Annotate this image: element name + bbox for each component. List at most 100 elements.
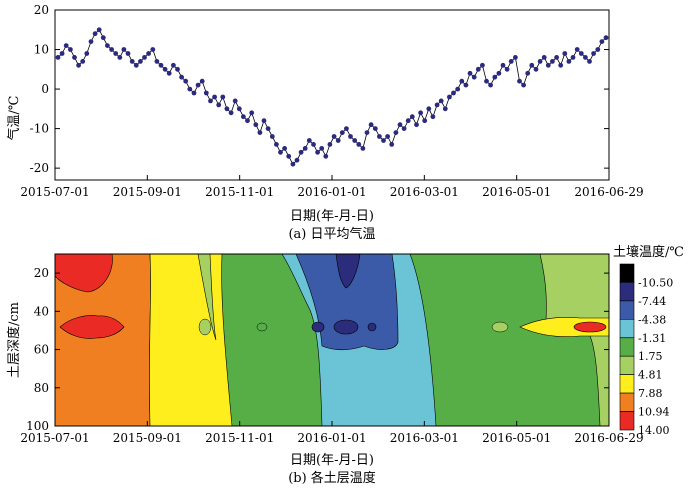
- data-point: [381, 138, 386, 143]
- data-point: [459, 78, 465, 84]
- data-point: [364, 130, 370, 136]
- y-axis-label-b: 土层深度/cm: [6, 302, 22, 378]
- data-point: [488, 82, 493, 88]
- data-point: [150, 47, 156, 52]
- colorbar-swatch: [619, 282, 635, 302]
- y-axis-label-a: 气温/℃: [6, 96, 22, 141]
- data-point: [162, 66, 168, 72]
- data-point: [480, 62, 485, 68]
- data-point: [245, 118, 250, 124]
- data-point: [368, 122, 374, 128]
- data-point: [315, 149, 320, 155]
- data-point: [587, 59, 592, 64]
- data-point: [319, 146, 325, 151]
- colorbar-swatch: [619, 355, 635, 375]
- data-point: [311, 142, 316, 147]
- y-tick-label: 10: [34, 43, 49, 57]
- data-point: [377, 134, 382, 139]
- data-point: [574, 47, 580, 52]
- colorbar-swatch: [619, 318, 635, 338]
- data-point: [59, 51, 65, 56]
- caption-a: (a) 日平均气温: [288, 226, 375, 242]
- data-point: [212, 94, 218, 100]
- contour-band: [367, 322, 377, 332]
- colorbar-label: 1.75: [638, 350, 663, 363]
- x-axis-ticks-a: 2015-07-01 2015-09-01 2015-11-01 2016-01-01…: [20, 175, 644, 199]
- data-point: [372, 126, 378, 131]
- colorbar-label: -4.38: [638, 313, 666, 326]
- data-point: [146, 51, 152, 56]
- colorbar-title: 土壤温度/℃: [613, 244, 684, 260]
- contour-band: [198, 318, 212, 336]
- data-point: [591, 51, 596, 56]
- y-tick-label: 20: [34, 266, 49, 280]
- data-point: [405, 118, 411, 124]
- data-point: [348, 134, 353, 139]
- data-point: [125, 51, 131, 56]
- colorbar-labels: -10.50 -7.44 -4.38 -1.31 1.75 4.81 7.88 10.94 14…: [638, 276, 673, 437]
- data-point: [84, 51, 90, 56]
- data-point: [187, 86, 193, 92]
- x-tick-label: 2016-01-01: [297, 431, 366, 445]
- y-tick-label: 40: [34, 304, 49, 318]
- x-tick-label: 2015-09-01: [113, 431, 182, 445]
- data-point: [269, 134, 275, 139]
- x-tick-label: 2016-05-01: [482, 431, 551, 445]
- data-point: [471, 74, 477, 80]
- data-point: [451, 90, 456, 96]
- data-point: [133, 62, 139, 68]
- x-tick-label: 2015-07-01: [20, 185, 89, 199]
- data-point: [96, 27, 102, 33]
- data-point: [298, 149, 304, 155]
- data-point: [92, 31, 98, 37]
- y-tick-label: 80: [34, 381, 49, 395]
- data-point: [430, 114, 436, 120]
- y-tick-label: -20: [30, 161, 49, 175]
- data-point: [525, 70, 531, 76]
- data-point: [545, 62, 551, 68]
- contour-band: [197, 254, 217, 341]
- data-point: [294, 157, 300, 163]
- data-point: [463, 82, 469, 88]
- data-point: [195, 82, 201, 88]
- data-point: [513, 55, 518, 60]
- data-point: [199, 78, 205, 84]
- data-point: [570, 55, 576, 60]
- contour-band: [335, 254, 361, 289]
- data-point: [175, 66, 180, 72]
- data-point: [72, 55, 77, 60]
- x-axis-label-b: 日期(年-月-日): [290, 453, 374, 468]
- y-tick-label: 0: [41, 82, 49, 96]
- data-point: [389, 142, 395, 147]
- contour-band: [333, 319, 359, 335]
- data-point: [327, 142, 333, 147]
- data-point: [550, 59, 555, 64]
- data-point: [236, 106, 242, 112]
- data-point: [232, 98, 238, 104]
- data-point: [105, 43, 110, 48]
- data-point: [138, 59, 143, 64]
- colorbar-label: 10.94: [638, 406, 670, 419]
- x-tick-label: 2015-11-01: [205, 185, 274, 199]
- data-point: [323, 153, 329, 159]
- data-point: [203, 90, 209, 96]
- data-point: [603, 35, 609, 41]
- x-tick-label: 2016-01-01: [297, 185, 366, 199]
- data-point: [352, 138, 358, 143]
- contour-band: [256, 322, 268, 332]
- data-point: [216, 102, 222, 108]
- data-point: [249, 110, 255, 116]
- data-point: [558, 62, 564, 68]
- colorbar: 土壤温度/℃ -10.50 -7.44 -4.38 -1.31 1.75 4.81 7.88…: [613, 244, 684, 437]
- colorbar-swatch: [619, 300, 635, 320]
- data-point: [455, 86, 461, 92]
- x-tick-label: 2015-07-01: [20, 431, 89, 445]
- data-point: [121, 47, 127, 52]
- data-point: [484, 78, 489, 84]
- data-point: [282, 146, 287, 151]
- contour-band: [573, 321, 607, 333]
- data-point: [241, 114, 246, 120]
- x-tick-label: 2015-09-01: [113, 185, 182, 199]
- data-point: [467, 70, 473, 76]
